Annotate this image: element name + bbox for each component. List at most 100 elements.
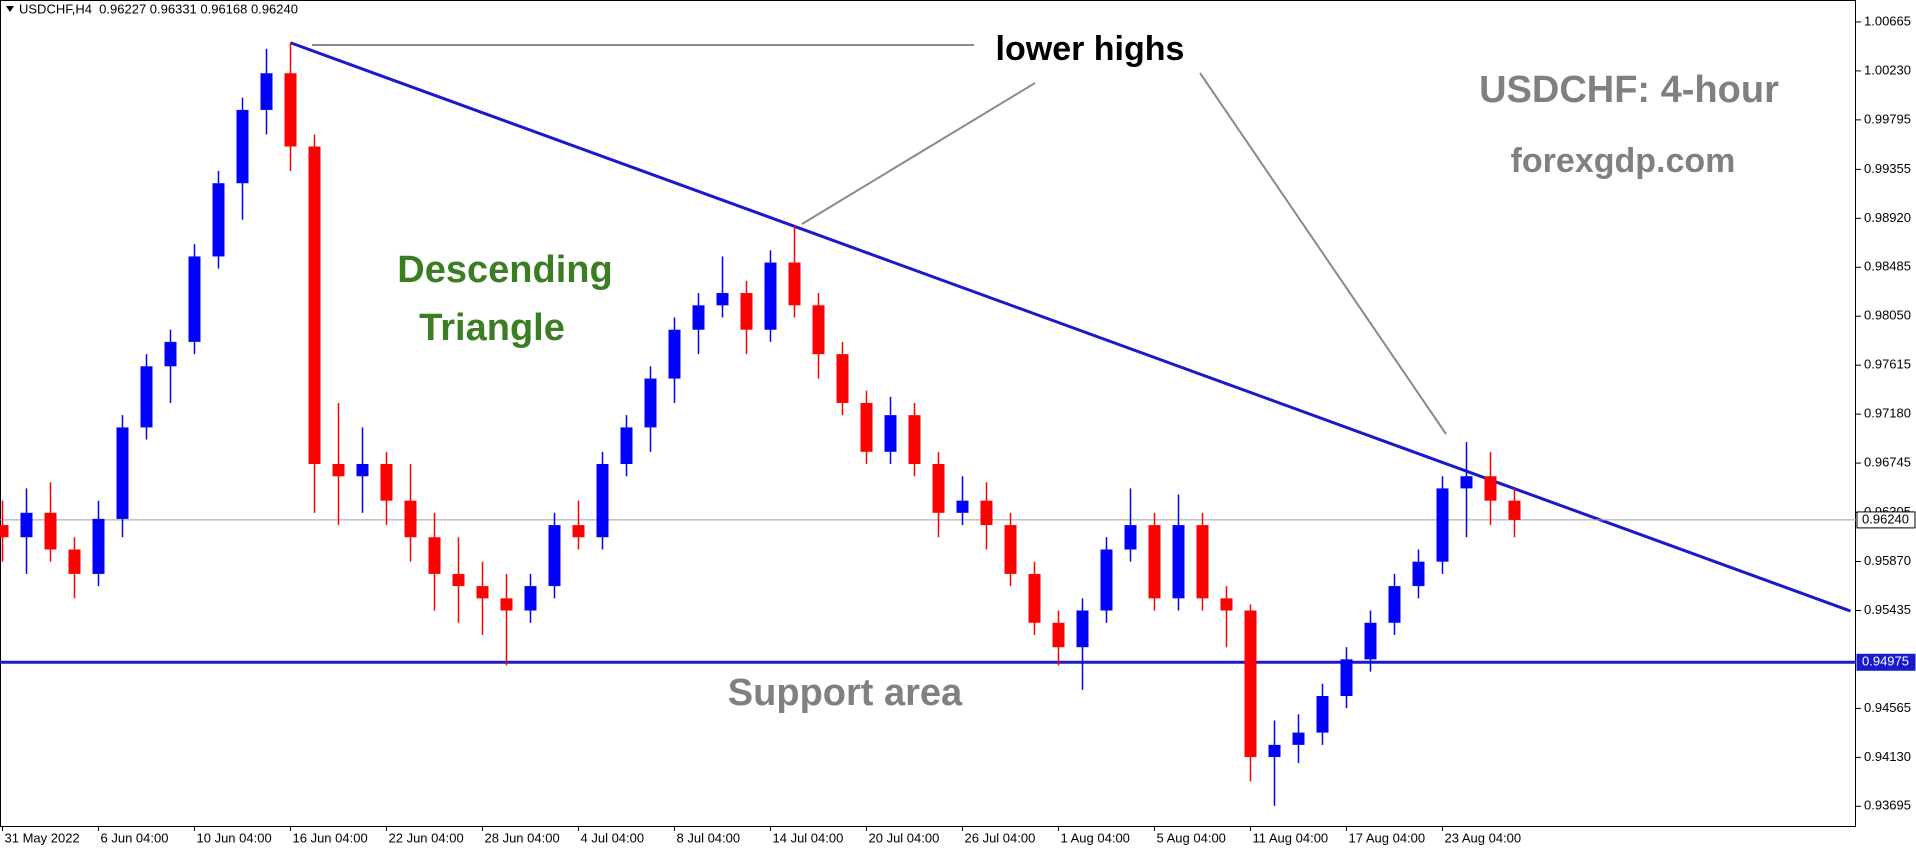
candle-body [620, 427, 633, 464]
header-icon [6, 6, 14, 12]
candle-body [116, 427, 129, 519]
x-tick-label: 20 Jul 04:00 [869, 830, 940, 845]
candle-body [188, 256, 201, 342]
candle-body [356, 463, 369, 477]
candle-body [1340, 659, 1353, 697]
candle-body [44, 512, 57, 550]
candle-body [1244, 610, 1257, 758]
candle-body [764, 262, 777, 330]
y-tick-label: 0.98485 [1864, 259, 1911, 274]
candle-body [1436, 488, 1449, 562]
candle-body [548, 525, 561, 587]
support-box [1856, 653, 1916, 671]
candle-body [380, 463, 393, 501]
candle-body [1268, 744, 1281, 758]
x-tick-label: 10 Jun 04:00 [197, 830, 272, 845]
candle-body [740, 293, 753, 330]
y-tick-label: 0.94130 [1864, 749, 1911, 764]
x-tick-label: 26 Jul 04:00 [965, 830, 1036, 845]
plot-frame [0, 0, 1856, 827]
x-tick-label: 23 Aug 04:00 [1445, 830, 1522, 845]
candle-body [1028, 573, 1041, 623]
candle-body [908, 415, 921, 464]
current-price-box [1856, 511, 1916, 529]
axis-layer: 1.00665 1.00230 0.99795 0.99355 0.98920 0.984… [2, 13, 1916, 845]
pointer-line [1199, 72, 1447, 435]
x-tick-label: 6 Jun 04:00 [101, 830, 169, 845]
candle-body [980, 500, 993, 526]
lines-layer [0, 41, 1856, 664]
candle-body [1364, 622, 1377, 660]
source: forexgdp.com [1511, 142, 1736, 180]
y-tick-label: 0.98050 [1864, 308, 1911, 323]
candle-body [452, 573, 465, 587]
candle-body [716, 293, 729, 306]
y-tick-label: 0.94565 [1864, 700, 1911, 715]
candle-body [1196, 525, 1209, 599]
candle-body [140, 366, 153, 428]
x-tick-label: 31 May 2022 [5, 830, 80, 845]
candle-body [644, 378, 657, 428]
candle-body [884, 415, 897, 452]
pattern-label: Triangle [419, 307, 565, 349]
candle-body [1412, 561, 1425, 587]
candle-body [308, 146, 321, 464]
x-tick-label: 17 Aug 04:00 [1349, 830, 1426, 845]
candle-body [1220, 598, 1233, 611]
pattern-label: Descending [397, 249, 612, 291]
candle-body [524, 586, 537, 611]
y-tick-label: 0.97180 [1864, 406, 1911, 421]
candle-body [476, 586, 489, 599]
candle-body [860, 402, 873, 452]
x-tick-label: 22 Jun 04:00 [389, 830, 464, 845]
candle-body [164, 341, 177, 367]
candle-body [1172, 525, 1185, 599]
candle-body [1052, 622, 1065, 648]
y-tick-label: 0.95435 [1864, 602, 1911, 617]
x-tick-label: 28 Jun 04:00 [485, 830, 560, 845]
candle-body [1388, 586, 1401, 623]
x-tick-label: 4 Jul 04:00 [581, 830, 645, 845]
annotation: lower highs [996, 30, 1185, 68]
candle-body [1508, 500, 1521, 520]
x-tick-label: 16 Jun 04:00 [293, 830, 368, 845]
y-tick-label: 0.96745 [1864, 455, 1911, 470]
y-tick-label: 1.00230 [1864, 62, 1911, 77]
y-tick-label: 1.00665 [1864, 13, 1911, 28]
candle-body [788, 262, 801, 306]
candle-body [1124, 525, 1137, 550]
candle-body [836, 354, 849, 403]
x-tick-label: 8 Jul 04:00 [677, 830, 741, 845]
candle-body [1076, 610, 1089, 648]
candle-body [500, 598, 513, 611]
candle-body [68, 549, 81, 574]
candle-body [692, 305, 705, 330]
x-tick-label: 1 Aug 04:00 [1061, 830, 1130, 845]
candle-body [1292, 732, 1305, 745]
candle-body [1316, 696, 1329, 733]
candle-body [596, 463, 609, 538]
candle-body [1484, 476, 1497, 501]
y-tick-label: 0.95870 [1864, 553, 1911, 568]
candles-layer [0, 42, 1521, 806]
candle-body [1004, 525, 1017, 574]
y-tick-label: 0.93695 [1864, 798, 1911, 813]
candle-body [236, 109, 249, 184]
trendline [289, 41, 1852, 613]
candle-body [1148, 525, 1161, 599]
candle-body [332, 463, 345, 477]
candle-body [92, 518, 105, 574]
candle-body [932, 463, 945, 513]
pointer-line [801, 82, 1036, 225]
candle-body [212, 183, 225, 257]
candle-body [0, 525, 9, 538]
candle-body [956, 500, 969, 513]
chart-header: USDCHF,H4 0.96227 0.96331 0.96168 0.9624… [19, 1, 298, 16]
candle-body [428, 537, 441, 574]
support-label: Support area [728, 672, 963, 714]
x-tick-label: 5 Aug 04:00 [1157, 830, 1226, 845]
candle-body [1100, 549, 1113, 611]
y-tick-label: 0.98920 [1864, 210, 1911, 225]
